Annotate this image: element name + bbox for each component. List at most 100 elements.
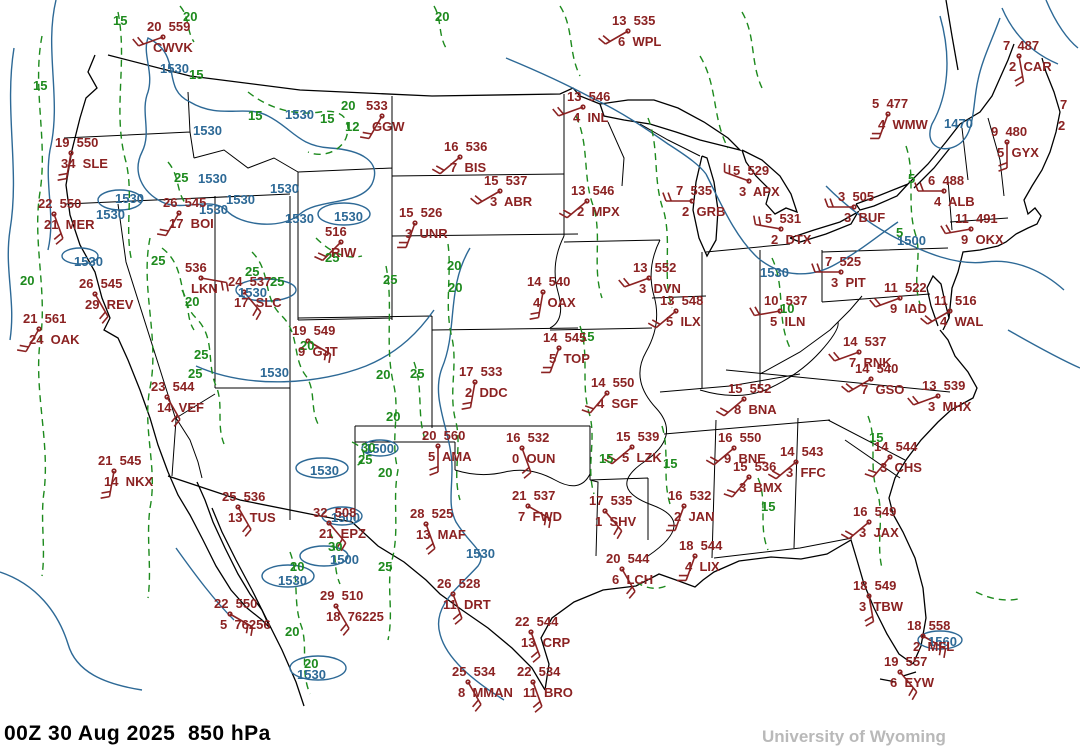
height-contour-label: 1530 [285, 107, 314, 122]
height-contour-label: 1530 [226, 192, 255, 207]
isotherm-label: 20 [447, 258, 462, 273]
wind-barb-UNR [397, 220, 418, 249]
height-contour-label: 1530 [160, 61, 189, 76]
station-temp-height: 11 522 [884, 280, 927, 295]
wind-barb-MAF [423, 521, 436, 555]
station-dewpoint-id: 4 WAL [940, 314, 984, 329]
station-temp-height: 18 558 [907, 618, 951, 633]
height-contour-label: 1500 [897, 233, 926, 248]
wind-barb-MHX [907, 393, 941, 406]
station-dewpoint-id: 3 DVN [639, 281, 681, 296]
station-temp-height: 16 532 [668, 488, 712, 503]
wind-barb-LKN [198, 275, 229, 292]
station-dewpoint-id: RIW [331, 245, 357, 260]
wind-barb-EYW [897, 669, 918, 701]
wind-barb-ALB [914, 182, 947, 194]
wind-barb-ILN [749, 306, 783, 317]
wind-barb-VEF [164, 394, 181, 427]
station-temp-height: 23 544 [151, 379, 195, 394]
wind-barb-MMAN [465, 679, 482, 712]
wind-barb-BMX [723, 474, 752, 498]
height-contour-label: 1470 [944, 116, 973, 131]
isotherm-label: 20 [435, 9, 450, 24]
isotherm-label: 5 [896, 225, 904, 240]
wind-barb-GYX [998, 139, 1010, 172]
isotherm-label: 25 [245, 264, 260, 279]
station-temp-height: 17 533 [459, 364, 503, 379]
isotherm-label: 25 [174, 170, 189, 185]
station-temp-height: 7 535 [676, 183, 713, 198]
station-temp-height: 17 535 [589, 493, 633, 508]
station-temp-height: 26 528 [437, 576, 481, 591]
station-temp-height: 25 536 [222, 489, 266, 504]
height-contour-label: 1530 [310, 463, 339, 478]
station-temp-height: 14 544 [874, 439, 918, 454]
wind-barb-BRO [530, 679, 543, 713]
station-temp-height: 3 505 [838, 189, 875, 204]
station-dewpoint-id: 7 GSO [861, 382, 905, 397]
wind-barb-LIX [677, 553, 698, 582]
wind-barb-BUF [824, 198, 857, 210]
station-dewpoint-id: 5 GYX [997, 145, 1039, 160]
station-dewpoint-id: 2 JAN [674, 509, 715, 524]
station-temp-height: 14 543 [780, 444, 824, 459]
wind-barb-IAD [869, 295, 903, 308]
station-dewpoint-id: 3 PIT [831, 275, 866, 290]
wind-barb-GRB [662, 192, 695, 204]
station-temp-height: 19 557 [884, 654, 928, 669]
wind-barb-TBW [864, 593, 875, 627]
wind-barb-DRT [450, 591, 463, 625]
isotherm-label: 15 [33, 78, 48, 93]
station-dewpoint-id: 5 ILX [666, 314, 701, 329]
height-contour-label: 1560 [928, 634, 957, 649]
station-dewpoint-id: 14 VEF [157, 400, 204, 415]
station-temp-height: 16 550 [718, 430, 762, 445]
wind-barb-BNE [705, 445, 737, 466]
isotherm-label: 20 [304, 656, 319, 671]
isotherm-label: 20 [290, 559, 305, 574]
station-dewpoint-id: 3 TBW [859, 599, 904, 614]
station-temp-height: 21 545 [98, 453, 142, 468]
wind-barb-SLC [241, 289, 262, 321]
station-dewpoint-id: 14 NKX [104, 474, 154, 489]
station-dewpoint-id: 2 DDC [465, 385, 508, 400]
wind-barb-BIS [431, 154, 463, 175]
station-dewpoint-id: 8 MMAN [458, 685, 513, 700]
station-temp-height: 13 539 [922, 378, 966, 393]
wind-barb-76225 [333, 603, 350, 636]
station-dewpoint-id: 9 GJT [298, 344, 338, 359]
wind-barb-GSO [841, 376, 874, 393]
station-dewpoint-id: 4 ALB [934, 194, 975, 209]
station-temp-height: 25 534 [452, 664, 496, 679]
station-dewpoint-id: 6 LCH [612, 572, 654, 587]
height-contour-label: 1530 [238, 285, 267, 300]
station-dewpoint-id: 3 ABR [490, 194, 533, 209]
station-dewpoint-id: 7 FWD [518, 509, 563, 524]
isotherm-label: 15 [320, 111, 335, 126]
station-dewpoint-id: LKN [191, 281, 218, 296]
isotherm-label: 25 [270, 274, 285, 289]
station-temp-height: 7 525 [825, 254, 862, 269]
isotherm-label: 20 [376, 367, 391, 382]
station-temp-height: 11 491 [955, 211, 998, 226]
station-dewpoint-id: 11 DRT [443, 597, 491, 612]
isotherm-label: 25 [151, 253, 166, 268]
station-temp-height: 13 548 [660, 293, 704, 308]
wind-barb-FWD [525, 503, 552, 529]
station-dewpoint-id: 3 FFC [786, 465, 826, 480]
station-temp-height: 20 559 [147, 19, 191, 34]
station-dewpoint-id: 3 CHS [880, 460, 922, 475]
isotherm-label: 20 [285, 624, 300, 639]
isotherm-label: 20 [448, 280, 463, 295]
station-temp-height: 11 516 [934, 293, 977, 308]
height-contour-label: 1530 [199, 202, 228, 217]
wind-barb-TOP [541, 345, 562, 374]
wind-barb-PIT [811, 263, 844, 275]
isotherm-contours [37, 5, 1023, 695]
station-dewpoint-id: 1 SHV [595, 514, 637, 529]
isotherm-label: 20 [386, 409, 401, 424]
station-temp-height: 5 477 [872, 96, 909, 111]
station-dewpoint-id: 6 EYW [890, 675, 935, 690]
coastline-outline [65, 0, 1061, 707]
isotherm-label: 20 [183, 9, 198, 24]
